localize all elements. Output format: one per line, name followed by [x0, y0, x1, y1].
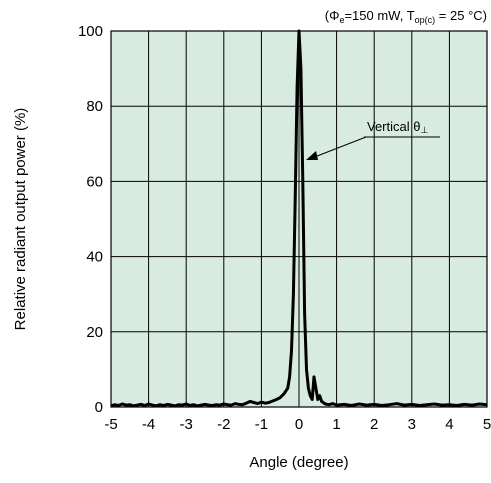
x-tick-label: -1	[255, 416, 268, 433]
x-tick-label: 4	[445, 416, 453, 433]
y-tick-label: 100	[78, 23, 103, 40]
grid	[111, 31, 487, 407]
x-tick-label: 0	[295, 416, 303, 433]
y-axis-label: Relative radiant output power (%)	[12, 108, 29, 331]
y-tick-label: 0	[95, 399, 103, 416]
x-tick-label: -2	[217, 416, 230, 433]
y-tick-label: 20	[86, 324, 103, 341]
annotation-leader	[311, 136, 367, 159]
x-tick-label: 5	[483, 416, 491, 433]
x-tick-label: -5	[104, 416, 117, 433]
y-tick-labels: 0 20 40 60 80 100	[78, 23, 103, 416]
annotation-label: Vertical θ⊥	[367, 119, 428, 135]
chart-condition: (Φe=150 mW, Top(c) = 25 °C)	[325, 8, 487, 25]
x-tick-labels: -5 -4 -3 -2 -1 0 1 2 3 4 5	[104, 416, 491, 433]
y-tick-label: 80	[86, 98, 103, 115]
x-tick-label: -3	[180, 416, 193, 433]
x-axis-label: Angle (degree)	[249, 454, 348, 471]
x-tick-label: 2	[370, 416, 378, 433]
annotation-arrowhead	[306, 151, 318, 160]
annotation: Vertical θ⊥	[306, 119, 440, 160]
x-tick-label: 3	[408, 416, 416, 433]
x-tick-label: -4	[142, 416, 155, 433]
series-line	[110, 29, 488, 408]
y-tick-label: 40	[86, 249, 103, 266]
x-tick-label: 1	[332, 416, 340, 433]
y-tick-label: 60	[86, 173, 103, 190]
plot-frame	[110, 30, 488, 408]
